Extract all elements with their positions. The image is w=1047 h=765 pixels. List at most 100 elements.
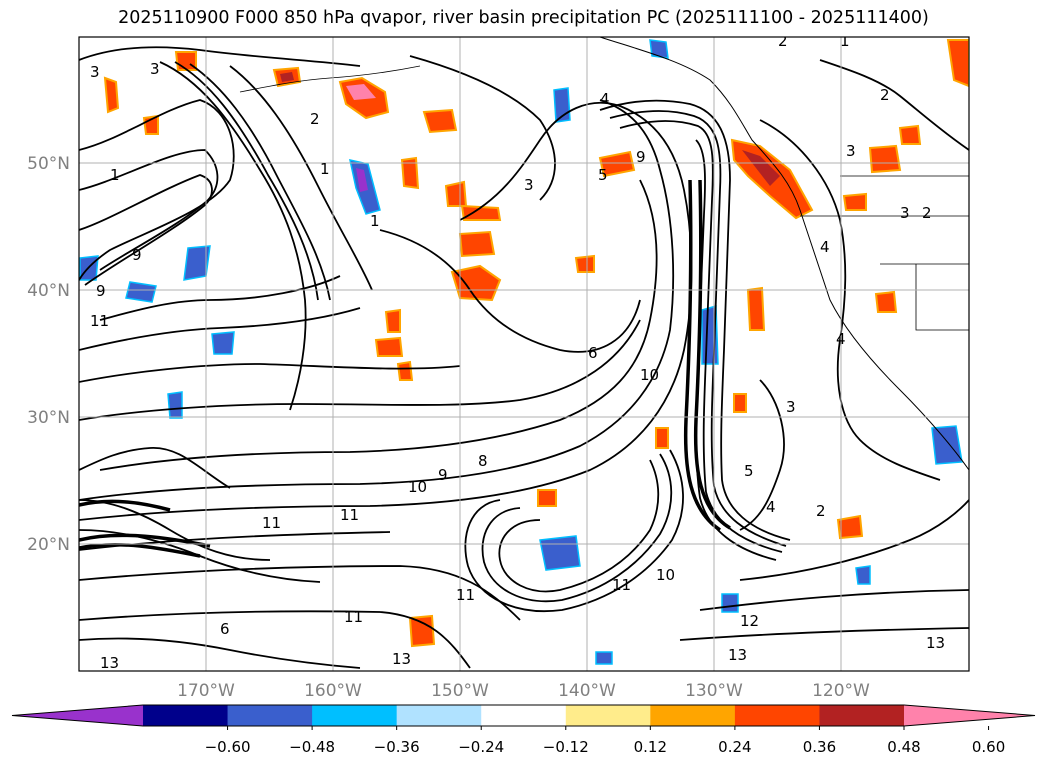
contour-label: 11	[340, 506, 359, 524]
contour-label: 4	[766, 498, 776, 516]
colorbar-segment	[650, 705, 736, 726]
contour-labels: 3 2 1 1 3 4 5 6 10 10 9 8 11 11 11 11 13…	[90, 32, 945, 672]
colorbar-tick-label: −0.60	[205, 738, 251, 756]
precip-patch	[384, 308, 401, 333]
precip-patch	[458, 230, 496, 258]
contour-label: 4	[820, 238, 830, 256]
contour-label: 9	[438, 466, 448, 484]
contour-label: 2	[922, 204, 932, 222]
contour-label: 13	[392, 650, 411, 668]
map-background	[79, 37, 969, 671]
precip-patch	[733, 393, 747, 413]
colorbar-segment	[565, 705, 651, 726]
contour-label: 1	[320, 160, 330, 178]
contour-label: 11	[344, 608, 363, 626]
precip-patch	[842, 192, 867, 211]
contour-label: 10	[656, 566, 675, 584]
contour-label: 12	[740, 612, 759, 630]
precip-patch	[125, 281, 157, 303]
contour-label: 1	[110, 166, 120, 184]
precip-patch	[537, 489, 557, 507]
lon-label-120w: 120°W	[812, 681, 870, 701]
contour-label: 5	[598, 166, 608, 184]
contour-label: 1	[370, 212, 380, 230]
latitude-labels: 50°N 40°N 30°N 20°N	[27, 154, 70, 555]
contour-label: 9	[132, 246, 142, 264]
lon-label-170w: 170°W	[177, 681, 235, 701]
coastline	[239, 37, 969, 471]
precip-patch	[444, 180, 468, 207]
colorbar-tick-label: −0.12	[543, 738, 589, 756]
contour-label: 6	[220, 620, 230, 638]
lon-label-140w: 140°W	[558, 681, 616, 701]
precip-patch	[103, 76, 120, 114]
precip-patch	[460, 204, 502, 221]
contour-label: 4	[836, 330, 846, 348]
precip-patch	[742, 150, 780, 186]
lat-label-50n: 50°N	[27, 154, 70, 174]
contour-label: 2	[880, 86, 890, 104]
contour-label: 9	[96, 282, 106, 300]
contour-label: 11	[262, 514, 281, 532]
graticule	[79, 37, 969, 671]
precip-patch	[356, 168, 368, 192]
colorbar-segment	[396, 705, 482, 726]
colorbar-extend-high	[904, 705, 1035, 726]
precip-patch	[346, 84, 376, 100]
lon-label-130w: 130°W	[685, 681, 743, 701]
contour-label: 1	[840, 32, 850, 50]
contour-label: 5	[744, 462, 754, 480]
contour-label: 6	[588, 344, 598, 362]
precip-patch	[211, 331, 235, 355]
contour-label: 3	[900, 204, 910, 222]
contour-label: 13	[100, 654, 119, 672]
precip-patch	[874, 290, 898, 313]
precip-patch	[931, 425, 963, 465]
precip-patch	[422, 108, 458, 134]
contour-label: 13	[926, 634, 945, 652]
precip-patch	[280, 72, 294, 82]
colorbar-tick-label: 0.24	[718, 738, 751, 756]
contour-label: 2	[816, 502, 826, 520]
precip-patch	[946, 39, 969, 88]
longitude-labels: 170°W 160°W 150°W 140°W 130°W 120°W	[177, 681, 870, 701]
precip-patch	[595, 651, 613, 665]
precip-patch	[598, 150, 636, 178]
contour-label: 13	[728, 646, 747, 664]
colorbar-segment	[143, 705, 229, 726]
lon-label-150w: 150°W	[431, 681, 489, 701]
colorbar-segment	[734, 705, 820, 726]
contour-label: 10	[640, 366, 659, 384]
contour-label: 11	[612, 576, 631, 594]
contour-label: 8	[478, 452, 488, 470]
precip-patch	[396, 360, 414, 381]
precip-patch	[400, 156, 420, 190]
precip-patch	[539, 535, 581, 571]
precip-patch	[836, 514, 864, 540]
contour-label: 3	[90, 63, 100, 81]
colorbar-tick-label: −0.48	[289, 738, 335, 756]
contour-label: 4	[600, 90, 610, 108]
colorbar-outline	[11, 704, 1036, 727]
contour-label: 3	[846, 142, 856, 160]
contour-label: 9	[636, 148, 646, 166]
colorbar-tick-label: 0.60	[972, 738, 1005, 756]
precip-patch	[898, 124, 922, 145]
lon-label-160w: 160°W	[304, 681, 362, 701]
contour-label: 3	[524, 176, 534, 194]
contour-label: 3	[150, 60, 160, 78]
lat-label-30n: 30°N	[27, 408, 70, 428]
precip-patch	[174, 51, 197, 71]
qvapor-dense-contours	[79, 179, 731, 558]
precip-patch	[721, 593, 739, 613]
colorbar-segment	[312, 705, 398, 726]
precip-patch	[408, 614, 436, 648]
precip-patch	[649, 39, 669, 59]
map-plot-area: 3 2 1 1 3 4 5 6 10 10 9 8 11 11 11 11 13…	[78, 32, 970, 672]
colorbar-tick-label: −0.24	[458, 738, 504, 756]
colorbar-segment	[819, 705, 905, 726]
contour-label: 11	[456, 586, 475, 604]
lat-label-20n: 20°N	[27, 535, 70, 555]
colorbar: −0.60 −0.48 −0.36 −0.24 −0.12 0.12 0.24 0.36 0.4…	[11, 704, 1036, 756]
